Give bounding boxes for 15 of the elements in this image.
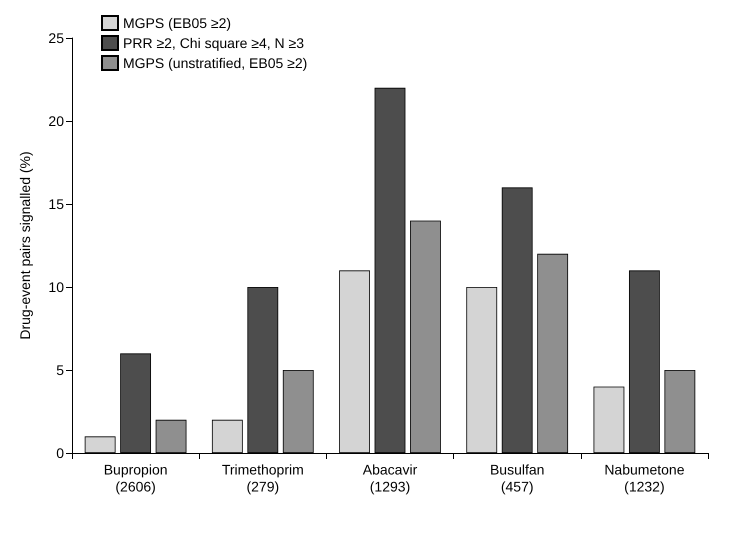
legend-label: MGPS (unstratified, EB05 ≥2) [123,55,308,71]
y-axis-title: Drug-event pairs signalled (%) [17,151,33,340]
y-tick-label: 5 [56,362,64,378]
y-tick-label: 15 [48,196,64,212]
x-tick-label: Busulfan (457) [490,462,544,494]
y-tick-label: 20 [48,113,64,129]
y-tick-label: 10 [48,279,64,295]
x-tick-label: Nabumetone (1232) [604,462,685,494]
legend-label: MGPS (EB05 ≥2) [123,15,232,31]
x-tick-label: Bupropion (2606) [104,462,168,494]
y-tick-label: 0 [56,445,64,461]
x-tick-label: Trimethoprim (279) [222,462,304,494]
legend-label: PRR ≥2, Chi square ≥4, N ≥3 [123,35,304,51]
y-tick-label: 25 [48,30,64,46]
x-tick-label: Abacavir (1293) [362,462,418,494]
